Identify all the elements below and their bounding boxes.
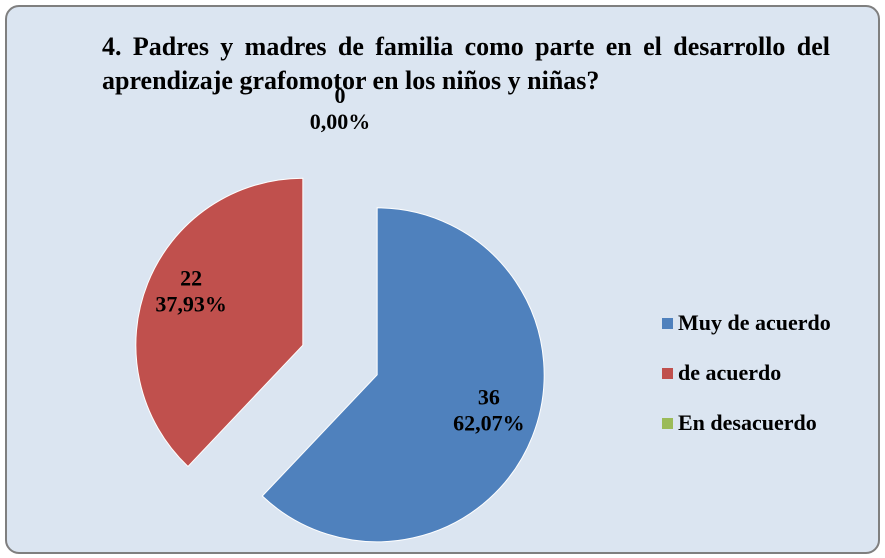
legend: Muy de acuerdo de acuerdo En desacuerdo: [662, 298, 831, 448]
data-label-percent: 62,07%: [453, 410, 525, 435]
legend-label: Muy de acuerdo: [678, 310, 831, 335]
legend-label: En desacuerdo: [678, 410, 817, 435]
chart-title: 4. Padres y madres de familia como parte…: [102, 32, 830, 95]
pie-slice: [135, 177, 304, 468]
legend-swatch: [662, 317, 673, 329]
legend-item: En desacuerdo: [662, 398, 831, 448]
data-label-value: 22: [180, 266, 202, 291]
data-label-percent: 37,93%: [155, 292, 227, 317]
legend-swatch: [662, 367, 673, 379]
legend-label: de acuerdo: [678, 360, 782, 385]
data-label-percent: 0,00%: [310, 109, 371, 134]
legend-item: de acuerdo: [662, 348, 831, 398]
data-label-value: 0: [335, 83, 346, 108]
legend-swatch: [662, 417, 673, 429]
pie-slice: [261, 207, 545, 543]
legend-item: Muy de acuerdo: [662, 298, 831, 348]
data-label-value: 36: [478, 384, 500, 409]
